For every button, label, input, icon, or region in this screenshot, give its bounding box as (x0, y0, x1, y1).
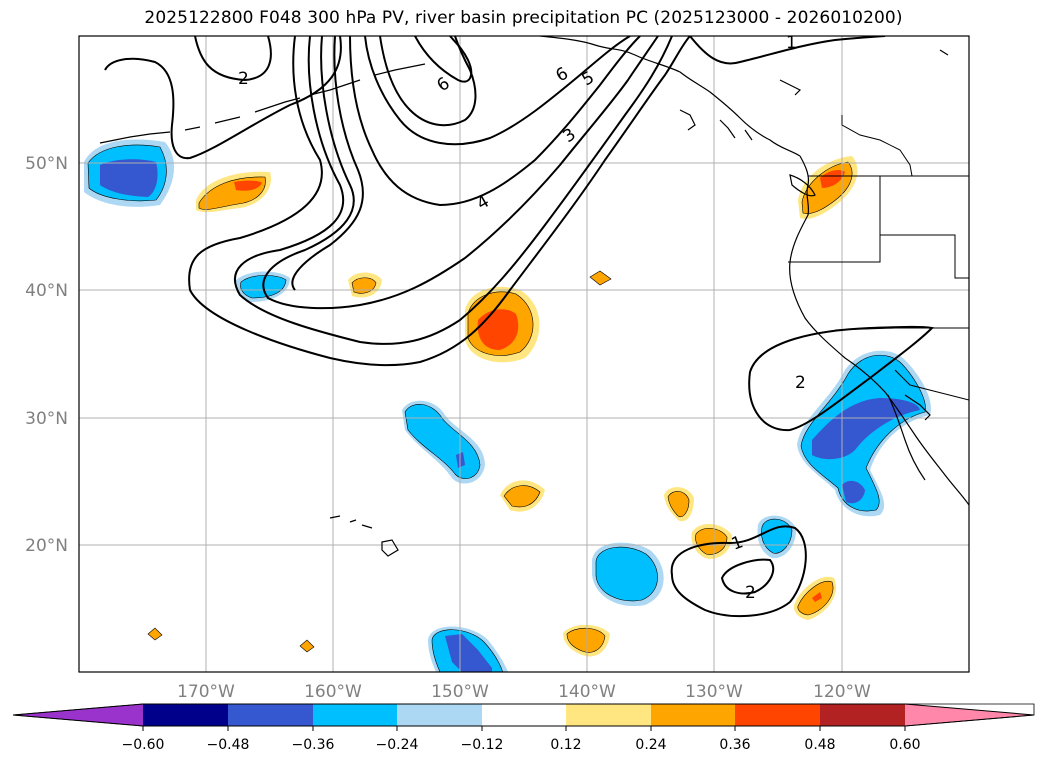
colorbar-ticks (142, 726, 906, 731)
precip-positive-blob (500, 480, 545, 512)
precip-negative-blob (428, 626, 509, 672)
colorbar-segment (143, 704, 228, 726)
contour-label: 1 (729, 532, 746, 554)
colorbar-tick-label: −0.24 (376, 737, 419, 753)
map-frame (78, 35, 970, 673)
precip-positive-blob (348, 272, 382, 298)
lat-label: 50°N (25, 154, 68, 174)
colorbar-segment (820, 704, 905, 726)
colorbar-tick-labels: −0.60 −0.48 −0.36 −0.24 −0.12 0.12 0.24 … (122, 737, 921, 753)
precip-negative-blob (402, 400, 485, 484)
colorbar-segment (566, 704, 651, 726)
lon-label: 130°W (685, 682, 743, 702)
colorbar-extend-max (905, 704, 1034, 726)
contour-label: 2 (795, 373, 806, 393)
colorbar-tick-label: 0.24 (635, 737, 666, 753)
colorbar-segment (482, 704, 566, 726)
precip-positive-blob (664, 487, 694, 522)
precip-negative-blob (84, 139, 175, 207)
colorbar-tick-label: −0.12 (461, 737, 504, 753)
colorbar-tick-label: 0.60 (889, 737, 920, 753)
colorbar-segment (313, 704, 397, 726)
colorbar-tick-label: 0.12 (550, 737, 581, 753)
lon-label: 170°W (177, 682, 235, 702)
colorbar-tick-label: 0.48 (804, 737, 835, 753)
contour-label: 5 (579, 68, 598, 91)
precip-negative-blob (797, 350, 931, 517)
colorbar-segment (651, 704, 735, 726)
colorbar-segment (735, 704, 820, 726)
colorbar-extend-min (13, 704, 143, 726)
precip-negative-blob (757, 515, 797, 559)
contour-label: 4 (474, 192, 493, 215)
contour-label: 2 (745, 583, 756, 603)
map-title: 2025122800 F048 300 hPa PV, river basin … (144, 8, 903, 28)
latitude-labels: 50°N 40°N 30°N 20°N (25, 154, 68, 556)
colorbar-tick-label: 0.36 (719, 737, 750, 753)
precip-positive-blob (299, 639, 315, 653)
lon-label: 160°W (304, 682, 362, 702)
lat-label: 30°N (25, 409, 68, 429)
colorbar-segment (228, 704, 313, 726)
contour-label: 1 (786, 33, 797, 53)
longitude-labels: 170°W 160°W 150°W 140°W 130°W 120°W (177, 682, 871, 702)
precip-positive-blob (465, 286, 540, 363)
colorbar-tick-label: −0.60 (122, 737, 165, 753)
lon-label: 120°W (813, 682, 871, 702)
contour-label: 6 (433, 74, 453, 97)
precip-positive-blob (589, 270, 612, 286)
precip-shading (84, 139, 931, 672)
lat-label: 20°N (25, 536, 68, 556)
coastlines (99, 36, 969, 557)
colorbar-tick-label: −0.48 (207, 737, 250, 753)
precip-positive-blob (793, 576, 837, 620)
lon-label: 150°W (431, 682, 489, 702)
contour-label: 2 (238, 69, 249, 89)
precip-positive-blob (196, 171, 271, 213)
colorbar: −0.60 −0.48 −0.36 −0.24 −0.12 0.12 0.24 … (12, 703, 1035, 753)
lat-label: 40°N (25, 281, 68, 301)
precip-negative-blob (592, 542, 664, 607)
pv-contours (104, 36, 935, 618)
precip-positive-blob (147, 627, 163, 641)
colorbar-segment (397, 704, 482, 726)
colorbar-tick-label: −0.36 (292, 737, 335, 753)
lon-label: 140°W (558, 682, 616, 702)
precip-positive-blob (691, 524, 732, 559)
